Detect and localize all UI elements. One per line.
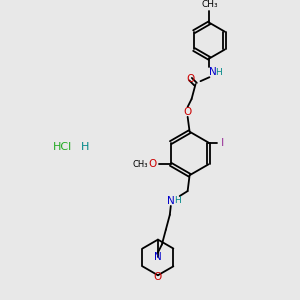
Text: CH₃: CH₃ <box>132 160 148 169</box>
Text: O: O <box>149 159 157 170</box>
Text: O: O <box>187 74 195 84</box>
Text: H: H <box>81 142 89 152</box>
Text: H: H <box>215 68 222 77</box>
Text: H: H <box>174 196 181 206</box>
Text: N: N <box>167 196 175 206</box>
Text: I: I <box>221 138 224 148</box>
Text: N: N <box>154 252 162 262</box>
Text: N: N <box>208 67 216 77</box>
Text: O: O <box>184 107 192 117</box>
Text: HCl: HCl <box>53 142 72 152</box>
Text: CH₃: CH₃ <box>201 0 218 9</box>
Text: O: O <box>154 272 162 282</box>
